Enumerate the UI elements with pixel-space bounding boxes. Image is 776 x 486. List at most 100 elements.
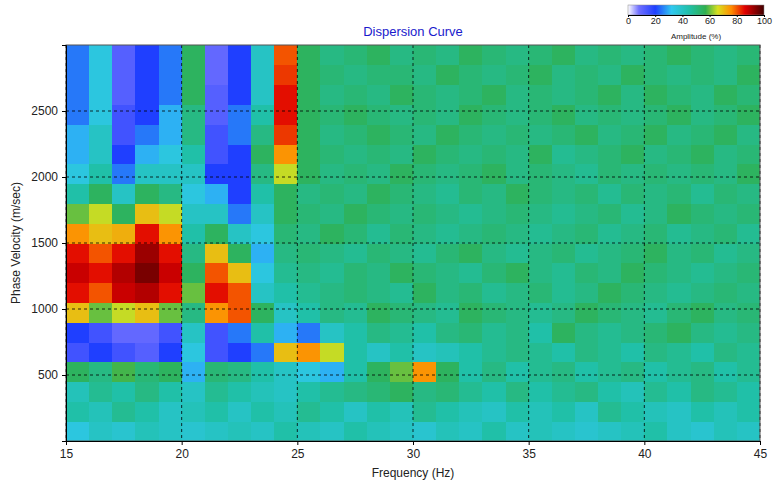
heat-cell [691,65,715,85]
x-tick: 30 [407,441,421,461]
heat-cell [344,184,368,204]
heat-cell [598,45,622,65]
heat-cell [575,203,599,223]
heat-cell [274,65,298,85]
heat-cell [390,283,414,303]
heat-cell [205,45,229,65]
heat-cell [598,104,622,124]
heat-cell [506,322,530,342]
heat-cell [459,283,483,303]
color-bar-axis-line [629,16,765,18]
heat-cell [112,85,136,105]
heat-cell [66,362,90,382]
heat-cell [274,203,298,223]
heat-cell [482,243,506,263]
heat-cell [112,124,136,144]
heat-cell [135,223,159,243]
heat-cell [344,164,368,184]
y-axis-line [62,46,67,442]
heat-cell [575,144,599,164]
heat-cell [112,243,136,263]
heat-cell [297,263,321,283]
heat-cell [737,322,760,342]
heat-cell [598,65,622,85]
heat-cell [159,302,183,322]
heat-cell [205,184,229,204]
heat-cell [644,283,668,303]
color-bar-tick-label: 80 [732,16,742,26]
heat-cell [436,243,460,263]
heat-cell [66,342,90,362]
heatmap-cells [66,45,760,441]
heat-cell [182,45,206,65]
heat-cell [297,45,321,65]
heat-cell [459,342,483,362]
heat-cell [320,124,344,144]
heat-cell [598,382,622,402]
y-tick-mark [62,177,66,178]
x-tick-mark [529,441,530,445]
heat-cell [575,223,599,243]
heat-cell [413,283,437,303]
heat-cell [228,401,252,421]
heat-cell [297,144,321,164]
heat-cell [667,45,691,65]
heat-cell [459,85,483,105]
heat-cell [367,184,391,204]
heat-cell [320,421,344,441]
heat-cell [529,243,553,263]
heat-cell [644,184,668,204]
heat-cell [320,184,344,204]
heat-cell [691,203,715,223]
heat-cell [182,144,206,164]
heat-cell [390,421,414,441]
heat-cell [251,362,275,382]
heat-cell [691,322,715,342]
heat-cell [529,45,553,65]
heat-cell [205,243,229,263]
heat-cell [436,223,460,243]
x-tick-label: 25 [291,447,305,461]
heat-cell [506,65,530,85]
heat-cell [159,124,183,144]
heat-cell [112,421,136,441]
heat-cell [482,144,506,164]
heat-cell [135,144,159,164]
grid-line-x [413,45,414,441]
y-tick-mark [62,111,66,112]
heat-cell [714,302,738,322]
heat-cell [552,362,576,382]
heat-cell [66,421,90,441]
heat-cell [182,104,206,124]
heat-cell [112,104,136,124]
heat-cell [413,421,437,441]
heat-cell [159,342,183,362]
heat-cell [506,223,530,243]
heat-cell [251,223,275,243]
heat-cell [89,85,113,105]
heat-cell [436,124,460,144]
heat-cell [205,362,229,382]
heat-cell [575,104,599,124]
color-bar-tick-label: 60 [705,16,715,26]
heat-cell [413,243,437,263]
x-tick: 20 [175,441,189,461]
y-tick: 1000 [31,302,66,316]
heat-cell [552,65,576,85]
heat-cell [297,184,321,204]
heat-cell [182,243,206,263]
heat-cell [344,45,368,65]
heat-cell [575,283,599,303]
heat-cell [89,283,113,303]
heat-cell [66,263,90,283]
heat-cell [297,65,321,85]
heat-cell [251,65,275,85]
heat-cell [482,164,506,184]
y-axis-title: Phase Velocity (m/sec) [9,182,23,304]
heat-cell [89,322,113,342]
heat-cell [552,401,576,421]
heat-cell [552,283,576,303]
heat-cell [228,243,252,263]
heat-cell [135,401,159,421]
heat-cell [482,223,506,243]
